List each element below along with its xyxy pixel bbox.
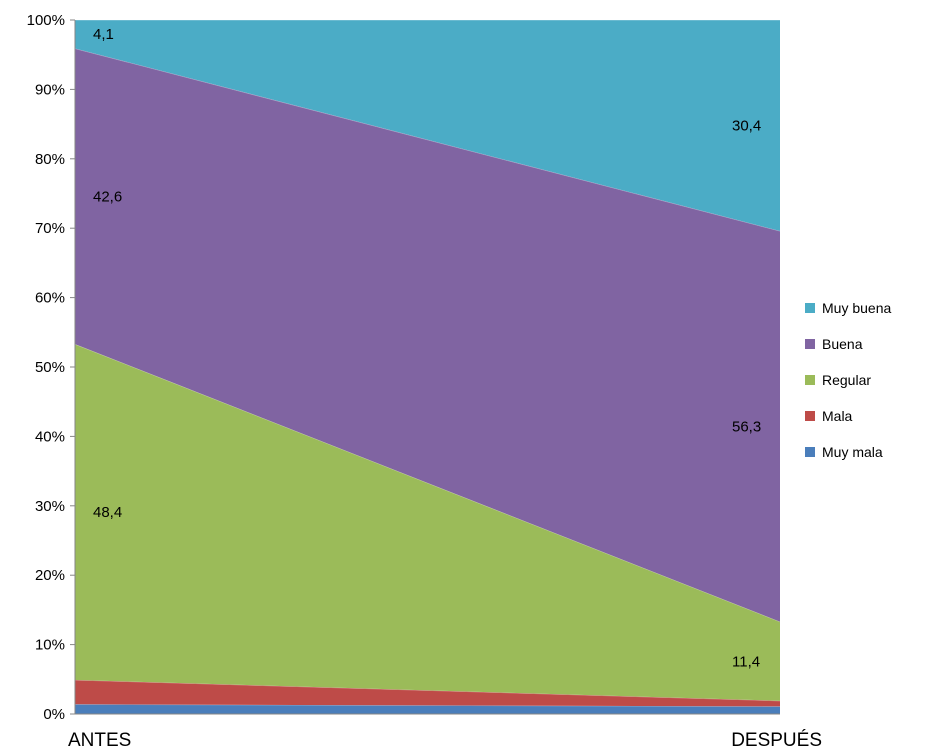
- y-tick-label: 60%: [35, 290, 65, 307]
- y-tick-label: 50%: [35, 359, 65, 376]
- data-label: 11,4: [732, 653, 760, 670]
- data-label: 48,4: [93, 504, 122, 521]
- x-category-label: DESPUÉS: [731, 730, 822, 751]
- area-series-group: [74, 19, 781, 714]
- y-tick-label: 20%: [35, 567, 65, 584]
- y-tick-label: 80%: [35, 151, 65, 168]
- data-label: 42,6: [93, 188, 122, 205]
- legend: Muy buena Buena Regular Mala Muy mala: [805, 300, 891, 460]
- legend-swatch-buena: [805, 339, 815, 349]
- y-tick-label: 0%: [43, 706, 65, 723]
- data-label: 4,1: [93, 26, 114, 43]
- legend-label-muy-buena: Muy buena: [822, 300, 891, 316]
- data-label: 56,3: [732, 418, 761, 435]
- axes-group: 0% 10% 20% 30% 40% 50% 60% 70% 80% 90% 100% ANTES DE…: [27, 12, 822, 751]
- legend-swatch-muy-mala: [805, 447, 815, 457]
- y-tick-label: 90%: [35, 81, 65, 98]
- y-tick-label: 30%: [35, 498, 65, 515]
- legend-label-buena: Buena: [822, 336, 863, 352]
- legend-label-muy-mala: Muy mala: [822, 444, 883, 460]
- legend-swatch-muy-buena: [805, 303, 815, 313]
- y-tick-label: 70%: [35, 220, 65, 237]
- legend-swatch-mala: [805, 411, 815, 421]
- x-category-label: ANTES: [68, 730, 131, 751]
- data-labels-group: 4,1 30,4 42,6 56,3 48,4 11,4: [93, 26, 761, 670]
- legend-label-regular: Regular: [822, 372, 871, 388]
- area-muy-mala: [75, 704, 780, 714]
- area-muy-buena: [75, 20, 780, 231]
- legend-label-mala: Mala: [822, 408, 853, 424]
- area-regular: [75, 344, 780, 701]
- legend-swatch-regular: [805, 375, 815, 385]
- area-buena: [75, 48, 780, 622]
- area-mala: [75, 679, 780, 707]
- y-tick-label: 100%: [27, 12, 65, 29]
- y-tick-label: 10%: [35, 637, 65, 654]
- data-label: 30,4: [732, 117, 761, 134]
- y-tick-label: 40%: [35, 428, 65, 445]
